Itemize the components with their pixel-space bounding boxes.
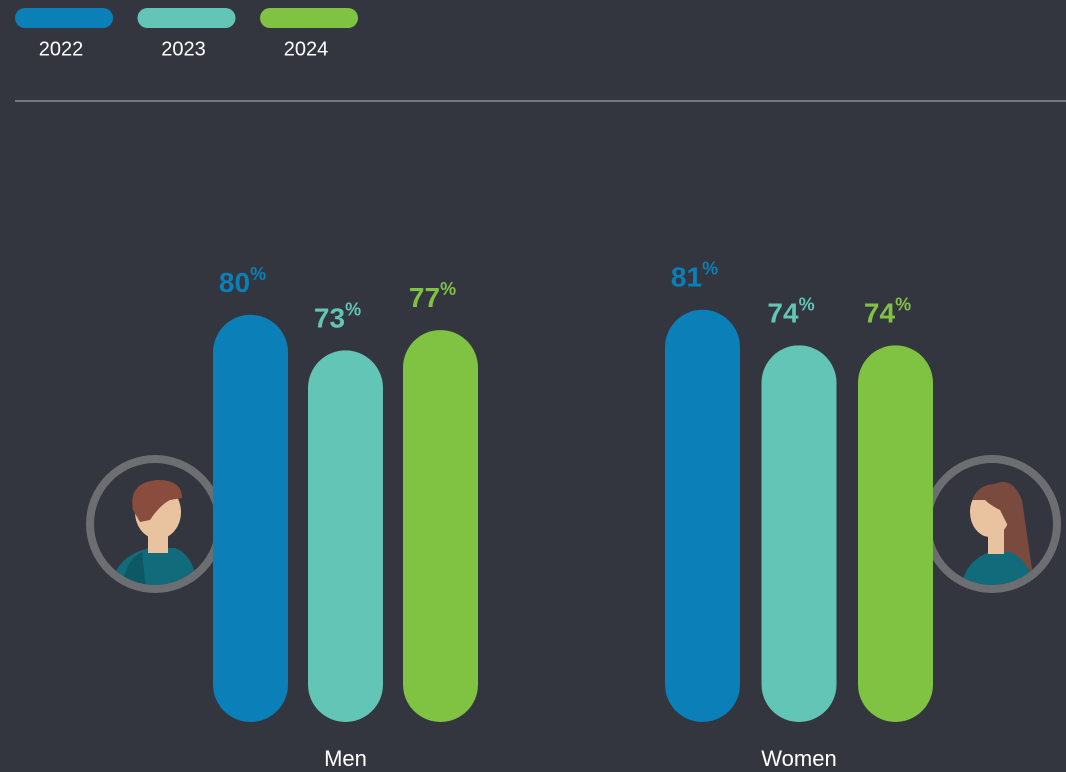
legend-swatch [15, 8, 113, 28]
legend-swatch [138, 8, 236, 28]
value-label: 73% [314, 299, 361, 334]
men-avatar [90, 459, 220, 590]
value-label: 74% [864, 294, 911, 329]
bar [858, 345, 933, 722]
value-label: 74% [767, 294, 814, 329]
bar [213, 315, 288, 722]
legend-label: 2024 [284, 38, 329, 60]
chart: 2022 2023 2024 80% 73% 77% Men 81% 74% 74% Women [0, 0, 1066, 772]
x-tick-label: Men [324, 746, 367, 771]
bar [665, 310, 740, 722]
bar [762, 345, 837, 722]
legend-swatch [260, 8, 358, 28]
bar [403, 330, 478, 722]
x-tick-label: Women [761, 746, 836, 771]
women-avatar [927, 459, 1057, 590]
value-label: 77% [409, 279, 456, 314]
value-label: 81% [671, 258, 718, 293]
legend-label: 2023 [161, 38, 206, 60]
value-label: 80% [219, 264, 266, 299]
legend-label: 2022 [39, 38, 84, 60]
page: {"chart_data": {"type": "bar", "categori… [0, 0, 1066, 772]
bar [308, 350, 383, 722]
